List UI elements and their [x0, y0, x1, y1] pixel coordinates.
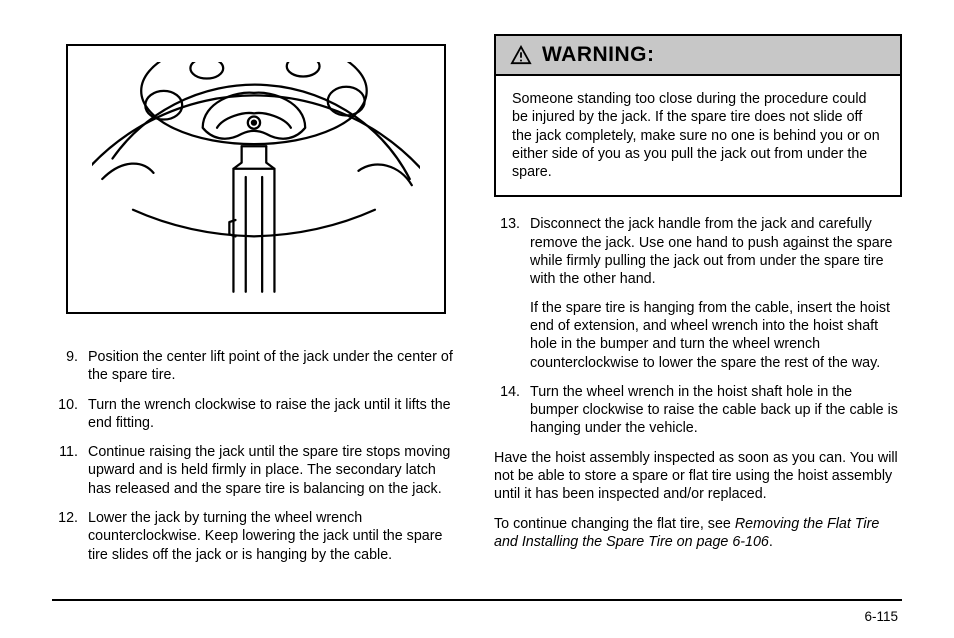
- step-text: Position the center lift point of the ja…: [88, 348, 460, 385]
- closing-paragraph: Have the hoist assembly inspected as soo…: [494, 449, 902, 504]
- step-14: 14. Turn the wheel wrench in the hoist s…: [494, 383, 902, 438]
- step-number: 9.: [52, 348, 88, 385]
- warning-body: Someone standing too close during the pr…: [496, 76, 900, 195]
- jack-spare-tire-illustration: [92, 62, 420, 296]
- step-text: Turn the wheel wrench in the hoist shaft…: [530, 383, 902, 438]
- right-column: WARNING: Someone standing too close duri…: [494, 34, 902, 589]
- step-12: 12. Lower the jack by turning the wheel …: [52, 509, 460, 564]
- warning-title: WARNING:: [542, 43, 655, 67]
- step-text-main: Disconnect the jack handle from the jack…: [530, 216, 892, 287]
- step-number: 14.: [494, 383, 530, 438]
- step-text: Turn the wrench clockwise to raise the j…: [88, 396, 460, 433]
- step-number: 13.: [494, 215, 530, 371]
- step-text: Disconnect the jack handle from the jack…: [530, 215, 902, 371]
- step-13: 13. Disconnect the jack handle from the …: [494, 215, 902, 371]
- step-10: 10. Turn the wrench clockwise to raise t…: [52, 396, 460, 433]
- step-text: Continue raising the jack until the spar…: [88, 443, 460, 498]
- step-number: 12.: [52, 509, 88, 564]
- two-column-layout: 9. Position the center lift point of the…: [52, 34, 902, 589]
- cross-reference-paragraph: To continue changing the flat tire, see …: [494, 515, 902, 552]
- step-number: 10.: [52, 396, 88, 433]
- xref-tail: .: [769, 534, 773, 550]
- warning-triangle-icon: [510, 45, 532, 65]
- step-sub-paragraph: If the spare tire is hanging from the ca…: [530, 299, 902, 372]
- illustration-frame: [66, 44, 446, 314]
- manual-page: 9. Position the center lift point of the…: [0, 0, 954, 638]
- step-11: 11. Continue raising the jack until the …: [52, 443, 460, 498]
- warning-header: WARNING:: [496, 36, 900, 76]
- right-step-list: 13. Disconnect the jack handle from the …: [494, 215, 902, 437]
- footer-rule: [52, 599, 902, 601]
- step-text: Lower the jack by turning the wheel wren…: [88, 509, 460, 564]
- step-number: 11.: [52, 443, 88, 498]
- left-step-list: 9. Position the center lift point of the…: [52, 348, 460, 564]
- left-column: 9. Position the center lift point of the…: [52, 34, 460, 589]
- step-9: 9. Position the center lift point of the…: [52, 348, 460, 385]
- xref-lead: To continue changing the flat tire, see: [494, 516, 735, 532]
- page-number: 6-115: [864, 609, 898, 624]
- warning-box: WARNING: Someone standing too close duri…: [494, 34, 902, 197]
